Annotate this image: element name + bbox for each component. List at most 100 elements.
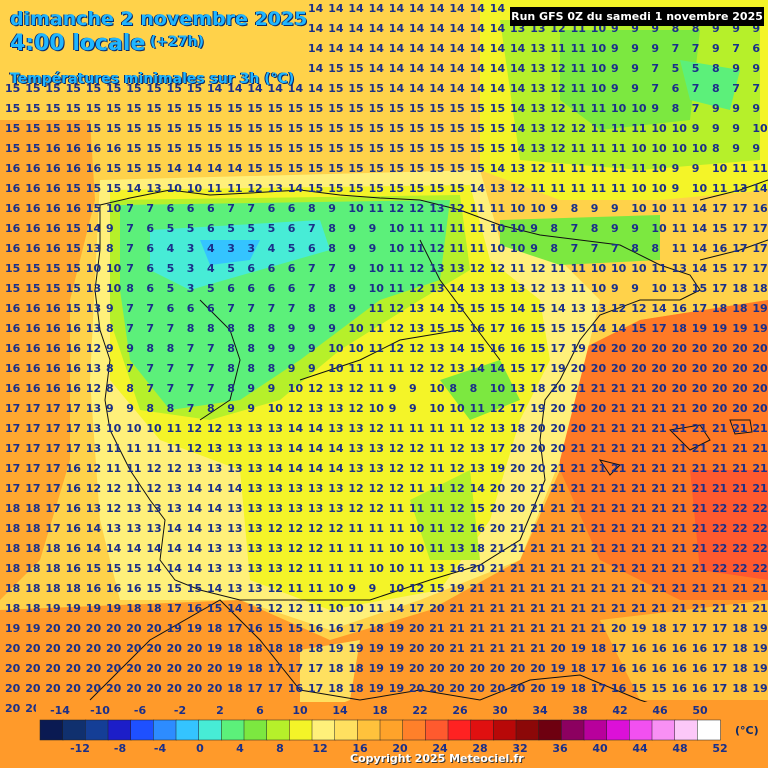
grid-value: 14: [328, 22, 344, 35]
grid-value: 13: [247, 562, 262, 575]
grid-value: 5: [167, 262, 175, 275]
grid-value: 14: [510, 82, 526, 95]
grid-value: 21: [692, 522, 707, 535]
grid-value: 12: [389, 202, 404, 215]
grid-value: 21: [591, 442, 606, 455]
grid-value: 19: [752, 642, 767, 655]
grid-value: 20: [409, 682, 425, 695]
grid-value: 11: [328, 542, 343, 555]
grid-value: 13: [207, 462, 222, 475]
grid-value: 14: [490, 62, 506, 75]
grid-value: 20: [45, 662, 61, 675]
grid-value: 10: [449, 402, 465, 415]
grid-value: 20: [591, 402, 607, 415]
grid-value: 9: [611, 282, 619, 295]
grid-value: 14: [692, 202, 708, 215]
grid-value: 15: [348, 162, 363, 175]
grid-value: 11: [571, 262, 586, 275]
grid-value: 15: [86, 182, 101, 195]
grid-value: 12: [86, 382, 101, 395]
grid-value: 11: [651, 262, 666, 275]
grid-value: 20: [510, 682, 526, 695]
legend-swatch: [357, 719, 381, 741]
grid-value: 9: [308, 342, 316, 355]
grid-value: 15: [429, 122, 444, 135]
grid-value: 11: [328, 562, 343, 575]
forecast-date: dimanche 2 novembre 2025: [10, 8, 308, 30]
grid-value: 10: [348, 602, 364, 615]
grid-value: 12: [187, 422, 202, 435]
legend-swatch: [402, 719, 427, 741]
grid-value: 11: [591, 162, 606, 175]
grid-value: 20: [449, 662, 465, 675]
legend-swatch: [674, 719, 699, 741]
grid-value: 14: [470, 2, 486, 15]
grid-value: 12: [207, 422, 222, 435]
grid-value: 15: [126, 82, 141, 95]
grid-value: 15: [712, 262, 727, 275]
grid-value: 15: [348, 82, 363, 95]
grid-value: 18: [712, 302, 727, 315]
grid-value: 15: [167, 582, 182, 595]
grid-value: 8: [227, 382, 235, 395]
grid-value: 14: [187, 542, 203, 555]
grid-value: 17: [510, 402, 525, 415]
grid-value: 11: [126, 442, 141, 455]
grid-value: 18: [126, 602, 141, 615]
grid-value: 13: [530, 62, 545, 75]
grid-value: 15: [389, 142, 404, 155]
grid-value: 9: [732, 62, 740, 75]
grid-value: 21: [510, 622, 525, 635]
grid-value: 20: [126, 682, 142, 695]
grid-value: 21: [631, 582, 646, 595]
grid-value: 20: [752, 362, 768, 375]
grid-value: 10: [591, 282, 607, 295]
grid-value: 21: [611, 582, 626, 595]
grid-value: 8: [106, 382, 114, 395]
grid-value: 21: [571, 562, 586, 575]
grid-value: 12: [348, 402, 363, 415]
grid-value: 13: [247, 502, 262, 515]
grid-value: 11: [369, 342, 384, 355]
grid-value: 15: [631, 682, 646, 695]
grid-value: 16: [288, 682, 304, 695]
grid-value: 21: [631, 502, 646, 515]
grid-value: 17: [45, 422, 60, 435]
grid-value: 11: [470, 402, 485, 415]
grid-value: 3: [187, 242, 195, 255]
grid-value: 15: [429, 142, 444, 155]
grid-value: 10: [167, 182, 183, 195]
grid-value: 10: [369, 402, 385, 415]
grid-value: 5: [247, 222, 255, 235]
grid-value: 5: [167, 282, 175, 295]
grid-value: 20: [25, 682, 41, 695]
grid-value: 10: [389, 242, 405, 255]
grid-value: 11: [550, 42, 565, 55]
grid-value: 11: [571, 182, 586, 195]
grid-value: 20: [25, 662, 41, 675]
grid-value: 14: [288, 422, 304, 435]
grid-value: 15: [571, 322, 586, 335]
grid-value: 15: [146, 142, 161, 155]
grid-value: 14: [651, 302, 667, 315]
grid-value: 20: [692, 362, 708, 375]
grid-value: 18: [591, 642, 606, 655]
grid-value: 14: [510, 62, 526, 75]
grid-value: 20: [571, 362, 587, 375]
grid-value: 10: [672, 142, 688, 155]
grid-value: 15: [45, 82, 60, 95]
grid-value: 13: [429, 342, 444, 355]
grid-value: 16: [25, 242, 41, 255]
grid-value: 11: [308, 562, 323, 575]
grid-value: 11: [369, 542, 384, 555]
grid-value: 15: [5, 262, 20, 275]
grid-value: 20: [712, 402, 728, 415]
grid-value: 21: [470, 642, 485, 655]
grid-value: 17: [752, 222, 767, 235]
grid-value: 11: [369, 362, 384, 375]
grid-value: 13: [490, 422, 505, 435]
grid-value: 11: [227, 182, 242, 195]
grid-value: 9: [732, 122, 740, 135]
grid-value: 22: [712, 562, 727, 575]
grid-value: 19: [752, 322, 767, 335]
